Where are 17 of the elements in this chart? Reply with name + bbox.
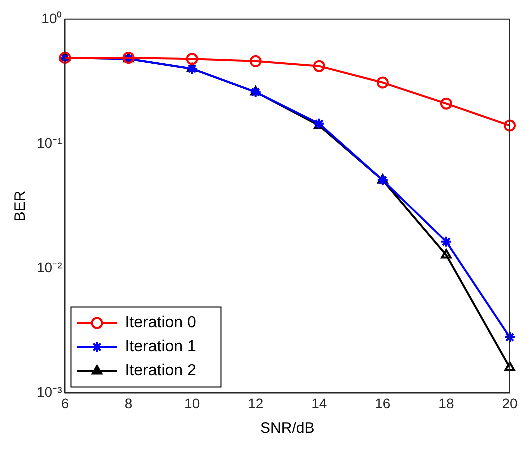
legend-label: Iteration 2 — [125, 362, 196, 380]
x-tick-label: 8 — [124, 395, 133, 412]
x-tick-label: 10 — [184, 395, 200, 412]
x-tick-label: 6 — [61, 395, 70, 412]
y-tick-label: 10⁻² — [37, 259, 63, 276]
y-tick-label: 10⁻¹ — [37, 134, 63, 151]
legend-label: Iteration 0 — [125, 314, 196, 332]
x-tick-label: 16 — [375, 395, 391, 412]
y-tick-label: 10⁻³ — [37, 384, 63, 400]
legend-label: Iteration 1 — [125, 338, 196, 356]
x-tick-label: 14 — [312, 395, 328, 412]
y-tick-label: 10⁰ — [42, 10, 62, 26]
x-axis-title: SNR/dB — [260, 420, 315, 438]
x-tick-label: 12 — [248, 395, 264, 412]
y-axis-title: BER — [12, 190, 30, 222]
x-tick-label: 18 — [438, 395, 454, 412]
x-tick-label: 20 — [502, 395, 518, 412]
